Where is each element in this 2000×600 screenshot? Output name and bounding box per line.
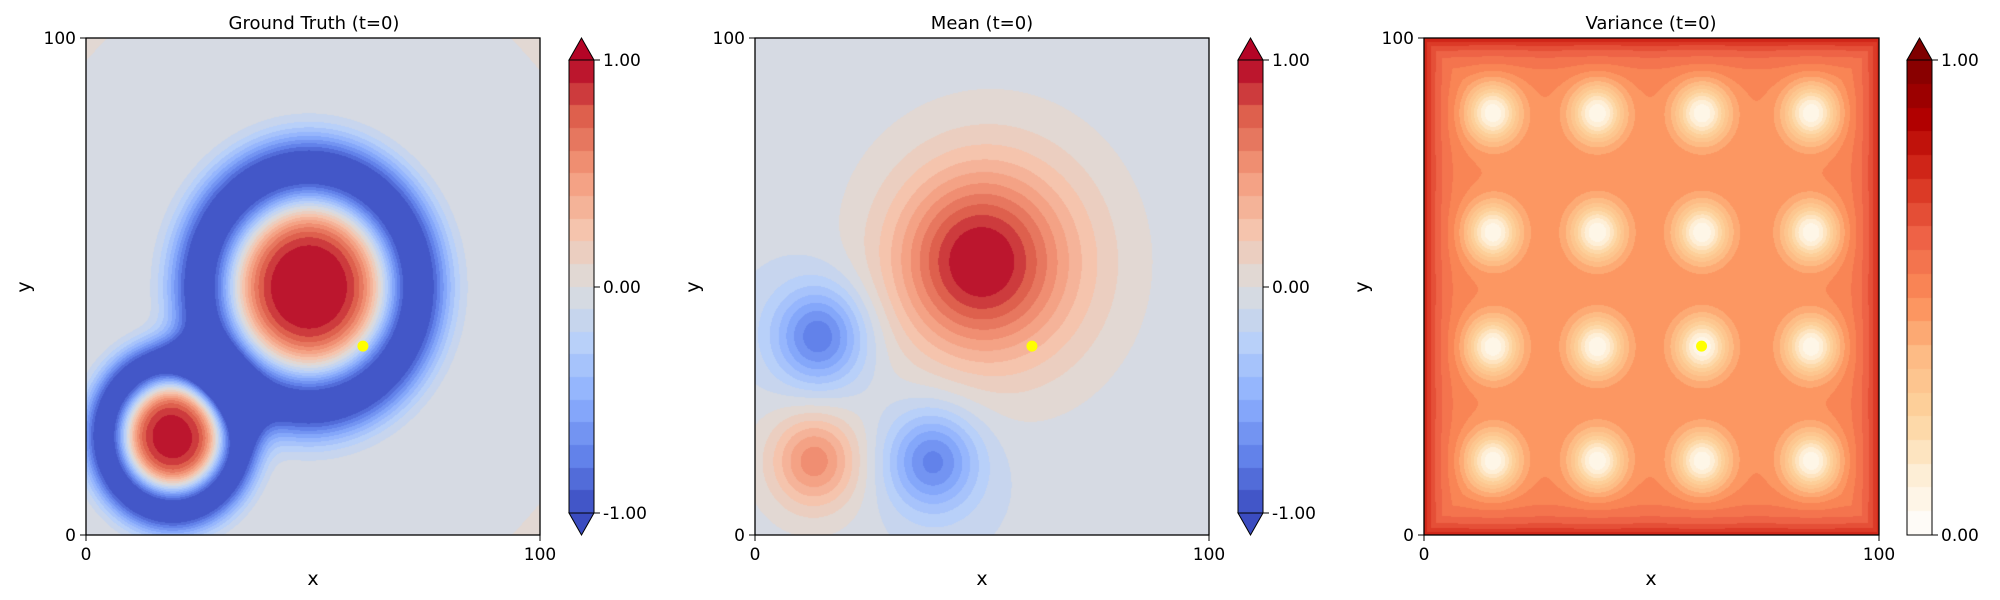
x-axis-label: x xyxy=(976,568,987,590)
plot-frame xyxy=(85,37,541,536)
panel-ground-truth: Ground Truth (t=0) 0 100 0 100 x y 1.00 … xyxy=(13,13,647,590)
y-tick-label: 100 xyxy=(44,29,76,49)
observation-marker xyxy=(357,340,369,352)
y-tick-label: 0 xyxy=(734,526,745,546)
x-axis-label: x xyxy=(307,568,318,590)
colorbar-tick-label: 1.00 xyxy=(1941,51,1979,71)
x-tick-label: 0 xyxy=(1419,545,1430,565)
colorbar-extend-max xyxy=(1906,36,1933,61)
y-tick-label: 0 xyxy=(65,526,76,546)
x-tick-label: 0 xyxy=(750,545,761,565)
colorbar: 1.00 0.00 -1.00 xyxy=(1237,36,1316,537)
colorbar-extend-max xyxy=(1237,36,1264,61)
mean-heatmap xyxy=(755,38,1209,535)
colorbar-tick-label: 0.00 xyxy=(603,278,641,298)
colorbar-extend-min xyxy=(1237,512,1264,537)
colorbar-extend-max xyxy=(568,36,595,61)
observation-marker xyxy=(1026,340,1038,352)
y-axis-label: y xyxy=(13,281,35,292)
ground-truth-heatmap xyxy=(86,38,540,535)
plot-frame xyxy=(1423,37,1880,536)
chart-title: Ground Truth (t=0) xyxy=(229,13,400,34)
colorbar-tick-label: -1.00 xyxy=(603,504,647,524)
panel-variance: Variance (t=0) 0 100 0 100 x y 1.00 0.00 xyxy=(1351,13,1979,590)
x-tick-label: 100 xyxy=(524,545,556,565)
colorbar-tick-label: 1.00 xyxy=(603,51,641,71)
colorbar: 1.00 0.00 xyxy=(1906,36,1979,546)
y-axis-label: y xyxy=(1351,281,1373,292)
observation-marker xyxy=(1696,340,1708,352)
colorbar-gradient xyxy=(1238,60,1263,513)
y-tick-label: 100 xyxy=(1382,29,1414,49)
panel-mean: Mean (t=0) 0 100 0 100 x y 1.00 0.00 -1.… xyxy=(682,13,1316,590)
colorbar-gradient xyxy=(1907,60,1932,535)
colorbar-frame xyxy=(1906,59,1933,536)
chart-title: Variance (t=0) xyxy=(1585,13,1716,34)
x-tick-label: 0 xyxy=(81,545,92,565)
x-axis-label: x xyxy=(1645,568,1656,590)
colorbar-tick-label: -1.00 xyxy=(1272,504,1316,524)
y-tick-label: 100 xyxy=(713,29,745,49)
x-tick-label: 100 xyxy=(1193,545,1225,565)
y-tick-label: 0 xyxy=(1403,526,1414,546)
colorbar-tick-label: 0.00 xyxy=(1941,526,1979,546)
colorbar-extend-min xyxy=(568,512,595,537)
colorbar-tick-label: 0.00 xyxy=(1272,278,1310,298)
chart-title: Mean (t=0) xyxy=(931,13,1033,34)
colorbar: 1.00 0.00 -1.00 xyxy=(568,36,647,537)
colorbar-gradient xyxy=(569,60,594,513)
x-tick-label: 100 xyxy=(1863,545,1895,565)
variance-heatmap xyxy=(1424,38,1879,535)
colorbar-tick-label: 1.00 xyxy=(1272,51,1310,71)
y-axis-label: y xyxy=(682,281,704,292)
plot-frame xyxy=(754,37,1210,536)
